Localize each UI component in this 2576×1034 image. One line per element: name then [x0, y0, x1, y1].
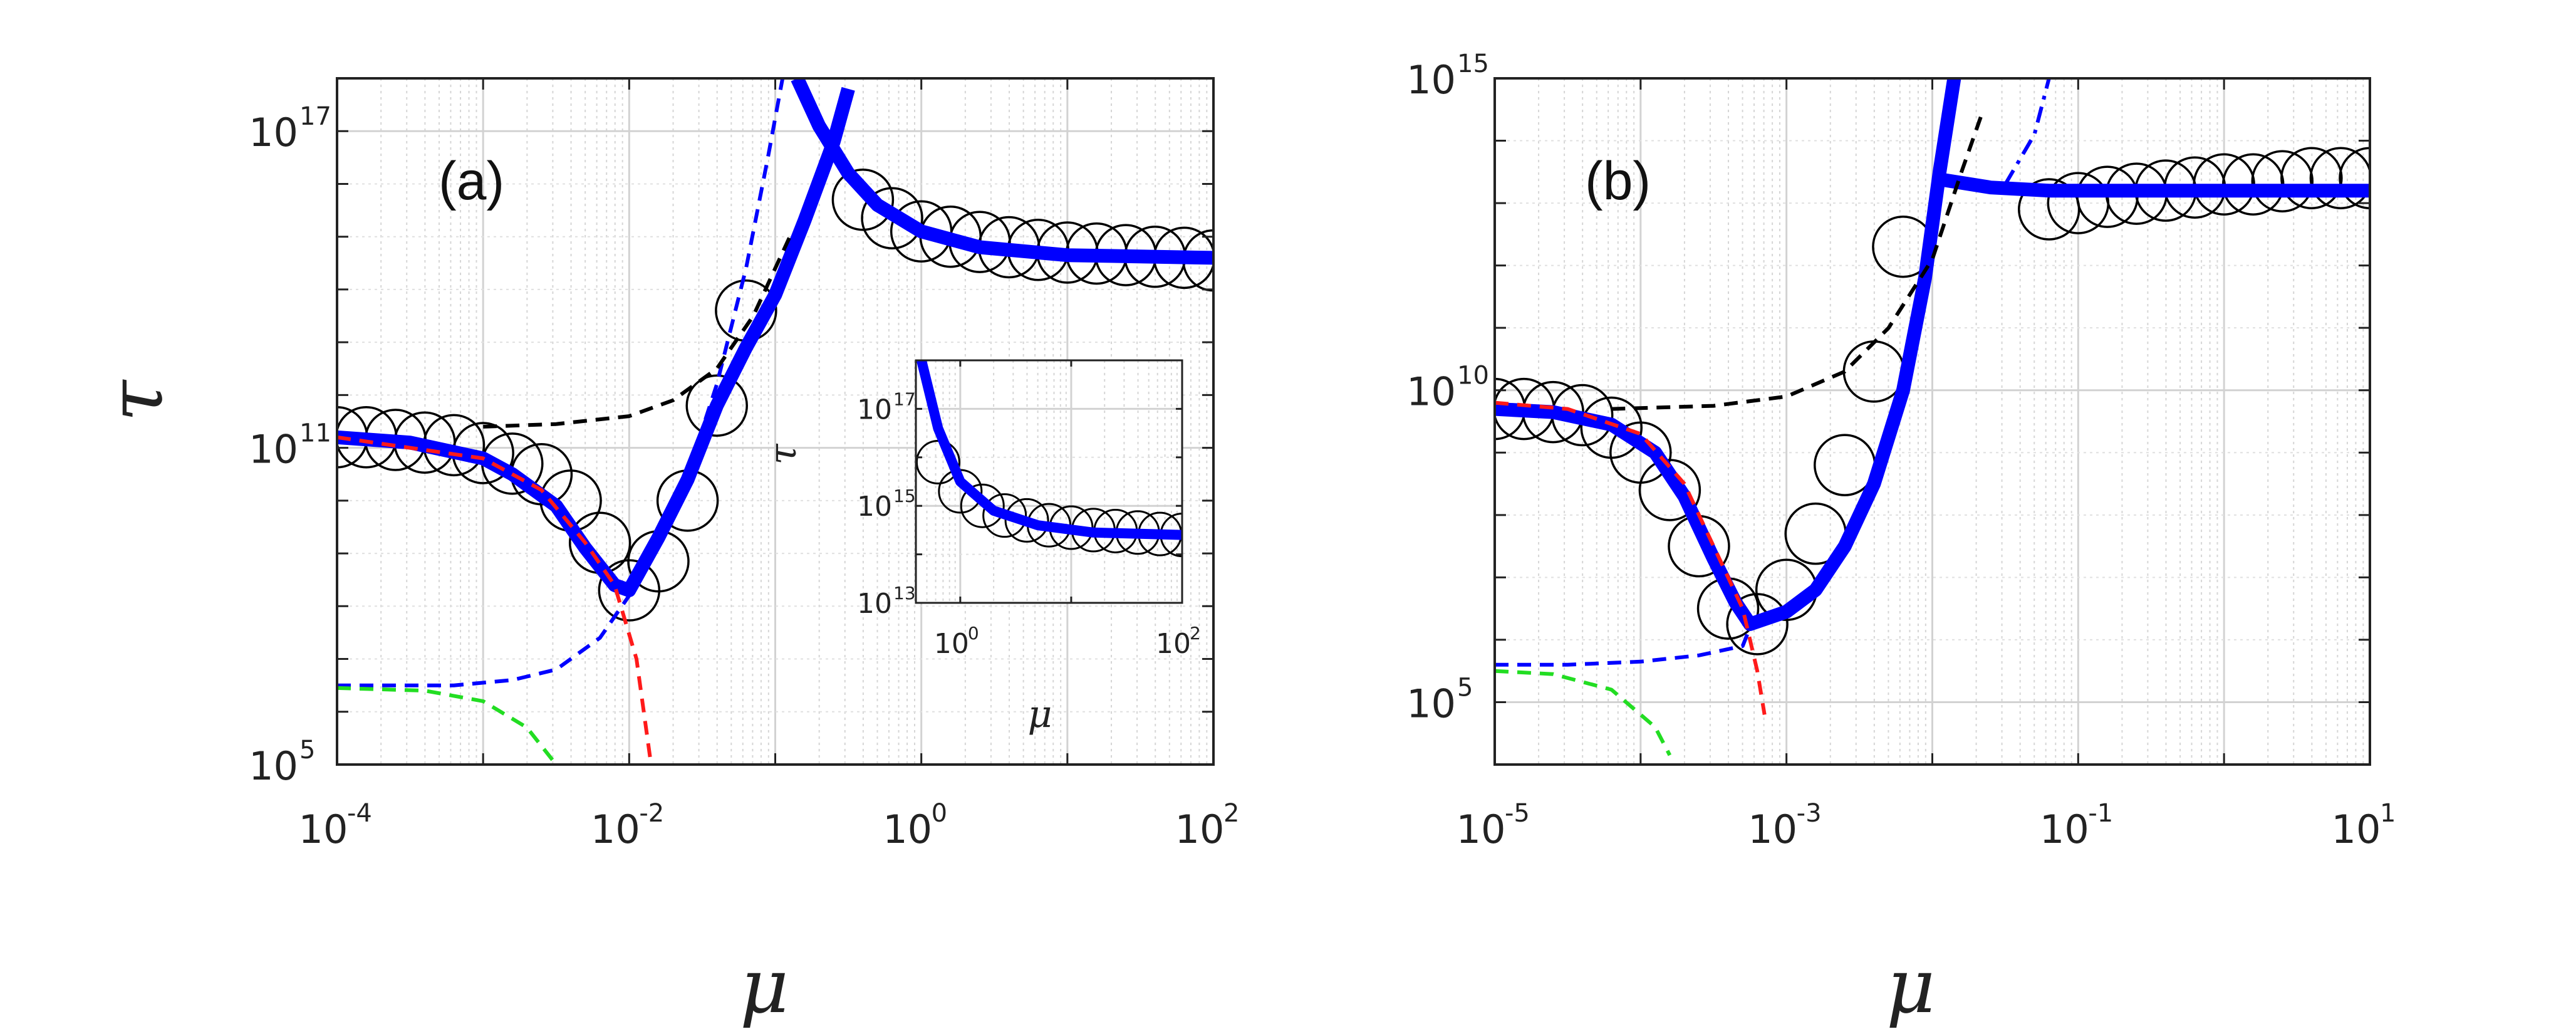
panel-b-green-dashed-line: [1495, 669, 1672, 756]
inset-x-tick-label: 10: [1156, 628, 1191, 660]
panel-b-simulation-marker: [2280, 147, 2343, 210]
panel-a-ticks: [336, 77, 1215, 766]
panel-a-y-tick-exponent: 11: [299, 419, 331, 448]
panel-a-y-axis-label: τ: [93, 379, 180, 422]
panel-b-analytic-large--line: [1931, 171, 2370, 198]
panel-a-series: [337, 78, 1213, 765]
panel-a-x-tick-label: 10: [299, 807, 348, 852]
panel-a-y-tick-label: 10: [249, 743, 298, 789]
panel-a-y-tick-label: 10: [249, 110, 298, 155]
panel-b-y-tick-exponent: 10: [1457, 362, 1489, 390]
panel-b-blue-dashed-line: [1495, 626, 1752, 667]
panel-b-simulation-marker: [2309, 147, 2370, 210]
panel-b-red-dashed-line: [1495, 400, 1767, 715]
panel-b-x-tick-label: 10: [1457, 807, 1506, 852]
inset-simulation-marker: [982, 493, 1027, 538]
panel-b-simulation-marker: [2339, 147, 2370, 210]
panel-b-label: (b): [1585, 151, 1651, 211]
inset-ticks: [916, 359, 1183, 604]
panel-a-analytic-large--line: [791, 78, 1213, 265]
inset-y-tick-label: 10: [857, 491, 892, 523]
inset-grid: [915, 360, 1183, 604]
panel-b-x-tick-exponent: -1: [2088, 799, 2113, 828]
inset-y-tick-exponent: 13: [893, 583, 916, 603]
inset-y-tick-label: 10: [857, 588, 892, 620]
panel-b-x-tick-exponent: -3: [1797, 799, 1822, 828]
panel-a-y-tick-exponent: 17: [299, 102, 331, 131]
panel-a-x-tick-label: 10: [1175, 807, 1225, 852]
panel-a-black-dashed-line: [483, 236, 792, 429]
panel-b-simulation-marker: [2251, 150, 2314, 212]
panel-b-analytic-small--line: [1495, 78, 1961, 631]
panel-a-x-tick-exponent: 2: [1223, 799, 1239, 828]
panel-a-label: (a): [439, 151, 504, 211]
panel-b-x-tick-label: 10: [2040, 807, 2089, 852]
inset-y-tick-exponent: 15: [893, 486, 916, 506]
panel-b-series: [1495, 78, 2370, 756]
panel-b-blue-dash-dot-line: [2003, 78, 2051, 185]
panel-a-simulation-marker: [861, 187, 923, 249]
panel-a-x-tick-exponent: 0: [932, 799, 947, 828]
panel-b-y-tick-label: 10: [1406, 369, 1456, 415]
panel-a-red-dashed-line: [337, 435, 653, 765]
panel-b-y-tick-label: 10: [1406, 57, 1456, 103]
panel-b-black-dashed-line: [1611, 108, 1985, 411]
panel-b-x-tick-label: 10: [1748, 807, 1797, 852]
panel-a-green-dashed-line: [337, 686, 558, 765]
panel-a-simulation-marker: [685, 374, 748, 437]
panel-b-x-tick-exponent: -5: [1505, 799, 1530, 828]
panel-a-y-tick-exponent: 5: [299, 736, 315, 765]
inset-x-tick-label: 10: [934, 628, 969, 660]
panel-b-ticks: [1493, 77, 2371, 766]
panel-a-simulation-marker: [831, 168, 895, 231]
panel-b-y-tick-exponent: 15: [1457, 50, 1489, 78]
panel-a-x-tick-label: 10: [591, 807, 640, 852]
inset-simulation-marker: [960, 483, 1005, 528]
panel-a-grid: [336, 78, 1215, 766]
inset-y-axis-label: τ: [761, 444, 805, 465]
inset-axes-frame: [915, 359, 1183, 604]
panel-b-simulation-marker: [1638, 459, 1701, 521]
inset-y-tick-exponent: 17: [893, 389, 916, 409]
inset-analytic-line: [917, 360, 1182, 540]
panel-b-y-tick-exponent: 5: [1457, 673, 1473, 702]
panel-a-y-tick-label: 10: [249, 427, 298, 473]
panel-b-y-tick-label: 10: [1406, 681, 1456, 726]
panel-a-x-tick-exponent: -4: [347, 799, 372, 828]
panel-a-blue-dashed-line: [337, 78, 785, 687]
inset-x-tick-exponent: 0: [968, 623, 979, 644]
panel-a-x-tick-exponent: -2: [639, 799, 664, 828]
inset-x-tick-exponent: 2: [1190, 623, 1201, 644]
inset-y-tick-label: 10: [857, 394, 892, 426]
panel-a-x-tick-label: 10: [883, 807, 932, 852]
panel-b-x-tick-label: 10: [2332, 807, 2381, 852]
panel-b-x-tick-exponent: 1: [2380, 799, 2396, 828]
panel-b-x-axis-label: μ: [1886, 943, 1935, 1030]
panel-a-x-axis-label: μ: [740, 943, 789, 1030]
inset-simulation-marker: [1004, 498, 1049, 543]
inset-x-axis-label: μ: [1028, 692, 1052, 736]
